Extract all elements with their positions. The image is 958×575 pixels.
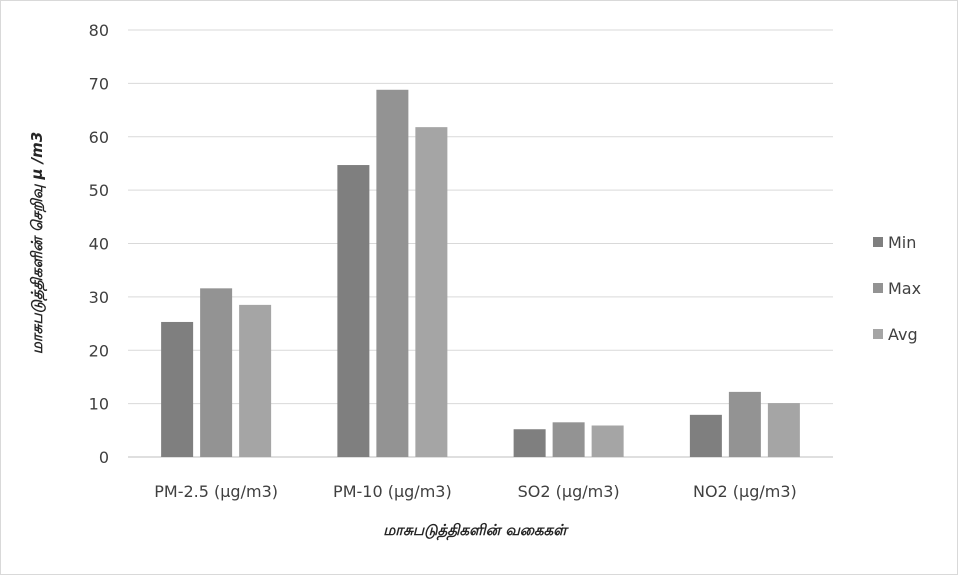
y-tick-label: 50 — [89, 181, 109, 200]
legend-swatch-max — [873, 283, 883, 293]
legend-swatch-avg — [873, 329, 883, 339]
y-tick-label: 20 — [89, 341, 109, 360]
x-tick-labels: PM-2.5 (µg/m3) PM-10 (µg/m3) SO2 (µg/m3) NO… — [154, 482, 797, 501]
bar-avg — [591, 425, 624, 457]
y-tick-label: 0 — [99, 448, 109, 467]
y-tick-label: 40 — [89, 235, 109, 254]
x-tick-label: NO2 (µg/m3) — [693, 482, 797, 501]
legend-swatch-min — [873, 237, 883, 247]
bar-max — [376, 89, 409, 457]
legend: Min Max Avg — [873, 233, 921, 344]
x-axis-title: மாசுபடுத்திகளின் வகைகள் — [383, 521, 569, 541]
x-tick-label: SO2 (µg/m3) — [518, 482, 620, 501]
y-tick-label: 30 — [89, 288, 109, 307]
bar-min — [513, 429, 546, 457]
bar-max — [552, 422, 585, 457]
legend-label-min: Min — [888, 233, 916, 252]
bar-avg — [767, 403, 800, 457]
bar-min — [161, 321, 194, 457]
bar-min — [337, 165, 370, 457]
bar-min — [689, 414, 722, 457]
gridlines — [128, 29, 833, 458]
y-tick-label: 10 — [89, 395, 109, 414]
bar-max — [200, 288, 233, 457]
bar-max — [728, 391, 761, 457]
legend-label-max: Max — [888, 279, 921, 298]
y-axis-title: மாசுபடுத்திகளின் செறிவு µ /m3 — [28, 132, 48, 355]
y-tick-labels: 0 10 20 30 40 50 60 70 80 — [89, 21, 109, 467]
bar-avg — [415, 127, 448, 457]
bars — [161, 89, 800, 457]
y-tick-label: 70 — [89, 74, 109, 93]
bar-avg — [239, 304, 272, 457]
x-tick-label: PM-2.5 (µg/m3) — [154, 482, 278, 501]
y-tick-label: 60 — [89, 128, 109, 147]
legend-label-avg: Avg — [888, 325, 918, 344]
y-tick-label: 80 — [89, 21, 109, 40]
x-tick-label: PM-10 (µg/m3) — [333, 482, 452, 501]
